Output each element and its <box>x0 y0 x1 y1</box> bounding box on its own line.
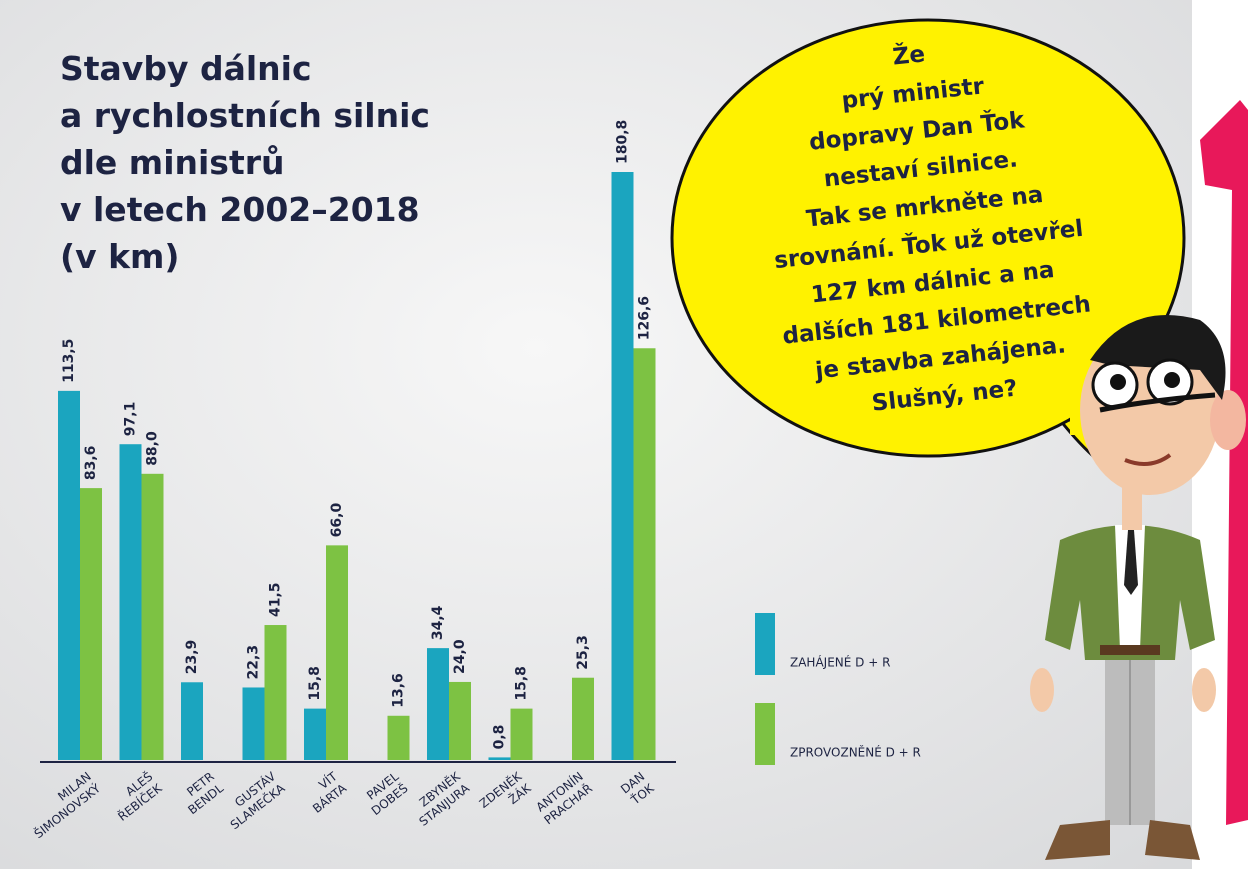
bar <box>181 682 203 760</box>
chart-title: Stavby dálnic <box>60 49 312 88</box>
value-label: 83,6 <box>83 446 99 481</box>
chart-title: v letech 2002–2018 <box>60 190 420 229</box>
legend-swatch <box>755 703 775 765</box>
value-label: 180,8 <box>615 120 631 164</box>
bar <box>633 348 656 760</box>
bar <box>304 708 326 760</box>
bar <box>264 625 287 760</box>
value-label: 13,6 <box>391 673 407 708</box>
value-label: 0,8 <box>492 725 508 750</box>
value-label: 24,0 <box>452 639 468 674</box>
value-label: 88,0 <box>145 431 161 466</box>
bar <box>80 488 102 760</box>
chart-title: a rychlostních silnic <box>60 96 430 135</box>
legend-label: ZPROVOZNĚNÉ D + R <box>790 745 921 760</box>
chart-title: (v km) <box>60 237 180 276</box>
bar <box>326 545 348 760</box>
value-label: 113,5 <box>61 339 77 383</box>
cartoon-man <box>1030 315 1246 860</box>
legend-swatch <box>755 613 775 675</box>
bar <box>449 681 471 760</box>
value-label: 23,9 <box>184 640 200 675</box>
legend-label: ZAHÁJENÉ D + R <box>790 655 890 670</box>
bar <box>427 648 449 760</box>
pink-arrow <box>1200 100 1248 825</box>
bar <box>141 473 164 760</box>
bar <box>572 677 594 760</box>
bar <box>387 715 410 760</box>
value-label: 15,8 <box>514 666 530 701</box>
value-label: 66,0 <box>329 503 345 538</box>
bar <box>119 444 142 760</box>
bar <box>58 390 80 760</box>
bar <box>242 687 265 760</box>
speech-bubble <box>670 18 1186 458</box>
value-label: 34,4 <box>430 605 446 640</box>
value-label: 41,5 <box>268 582 284 617</box>
bar <box>488 757 511 760</box>
bar <box>510 708 533 760</box>
value-label: 97,1 <box>123 402 139 437</box>
title: Stavby dálnic a rychlostních silnic dle mi… <box>60 49 430 276</box>
value-label: 15,8 <box>307 666 323 701</box>
value-label: 25,3 <box>575 635 591 670</box>
value-label: 22,3 <box>246 645 262 680</box>
bar <box>611 172 634 760</box>
value-label: 126,6 <box>637 296 653 340</box>
bubble-line: Že <box>891 39 926 70</box>
legend: ZAHÁJENÉ D + R ZPROVOZNĚNÉ D + R <box>755 613 921 765</box>
chart-title: dle ministrů <box>60 143 285 182</box>
